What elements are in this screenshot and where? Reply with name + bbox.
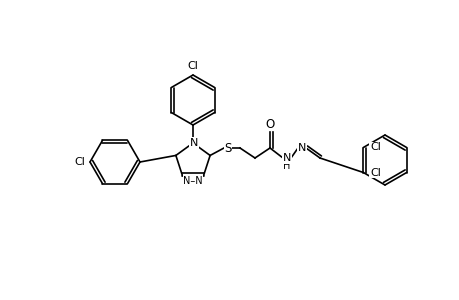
Text: Cl: Cl bbox=[369, 167, 380, 178]
Text: N: N bbox=[282, 153, 291, 163]
Text: S: S bbox=[224, 142, 231, 154]
Text: N: N bbox=[297, 143, 306, 153]
Text: Cl: Cl bbox=[187, 61, 198, 71]
Text: N: N bbox=[190, 138, 198, 148]
Text: N–N: N–N bbox=[183, 176, 202, 186]
Text: H: H bbox=[283, 161, 290, 171]
Text: Cl: Cl bbox=[369, 142, 380, 152]
Text: O: O bbox=[265, 118, 274, 130]
Text: Cl: Cl bbox=[74, 157, 85, 167]
